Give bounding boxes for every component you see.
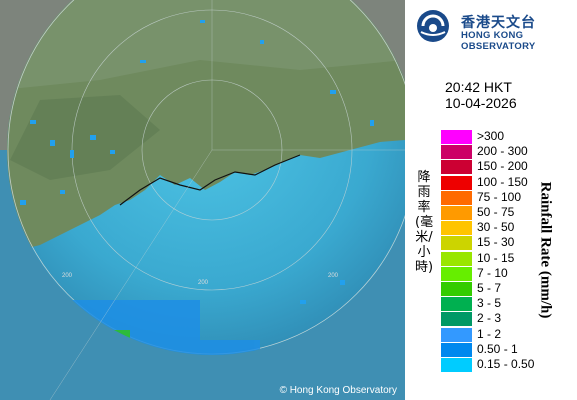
legend-swatch (441, 236, 472, 251)
range-ring-label: 200 (62, 273, 73, 279)
legend-item: 200 - 300 (441, 144, 577, 160)
legend-label: 0.50 - 1 (477, 341, 518, 356)
legend-item: 100 - 150 (441, 175, 577, 190)
legend-item: 10 - 15 (441, 251, 577, 266)
legend-item: 150 - 200 (441, 159, 577, 175)
legend-swatch (441, 297, 472, 312)
timestamp-date: 10-04-2026 (445, 95, 517, 111)
legend-label: 3 - 5 (477, 296, 502, 311)
observatory-logo: 香港天文台 HONG KONG OBSERVATORY (415, 6, 575, 52)
legend-swatch (441, 206, 472, 220)
legend-swatch (441, 342, 472, 357)
legend-swatch (441, 282, 472, 296)
legend-item: 2 - 3 (441, 311, 577, 327)
legend-label: 50 - 75 (477, 205, 515, 219)
legend-label: 5 - 7 (477, 281, 502, 295)
timestamp-time: 20:42 HKT (445, 79, 512, 95)
legend-swatch (441, 358, 472, 372)
legend-label: 7 - 10 (477, 265, 508, 280)
legend-swatch (441, 160, 472, 175)
legend-item: 5 - 7 (441, 281, 577, 296)
org-name-en: HONG KONG OBSERVATORY (461, 30, 536, 52)
legend-swatch (441, 266, 472, 281)
legend-swatch (441, 145, 472, 160)
copyright-notice: © Hong Kong Observatory (279, 385, 397, 396)
legend-label: 150 - 200 (477, 159, 528, 174)
org-name-zh: 香港天文台 (461, 15, 536, 31)
legend-swatch (441, 327, 472, 342)
legend-label: 30 - 50 (477, 220, 515, 235)
legend-label: 2 - 3 (477, 311, 502, 326)
legend-label: 0.15 - 0.50 (477, 357, 535, 371)
legend-item: 0.50 - 1 (441, 342, 577, 357)
legend-label: 75 - 100 (477, 189, 522, 204)
legend-swatch (441, 175, 472, 190)
legend-swatch (441, 251, 472, 266)
legend-swatch (441, 221, 472, 236)
radar-map-image (0, 0, 405, 400)
legend-label: 1 - 2 (477, 326, 502, 341)
legend-swatch (441, 130, 472, 144)
legend-label: 200 - 300 (477, 144, 528, 159)
legend-item: 7 - 10 (441, 266, 577, 281)
legend-panel: 香港天文台 HONG KONG OBSERVATORY 20:42 HKT 10… (405, 0, 577, 400)
radar-map: 200 200 200 © Hong Kong Observatory (0, 0, 405, 400)
legend-label: >300 (477, 129, 505, 143)
legend-label: 15 - 30 (477, 235, 515, 250)
legend-item: 0.15 - 0.50 (441, 357, 577, 372)
timestamp: 20:42 HKT 10-04-2026 (445, 79, 517, 111)
legend-item: >300 (441, 129, 577, 144)
legend-item: 30 - 50 (441, 220, 577, 236)
legend-label: 10 - 15 (477, 250, 515, 265)
observatory-emblem-icon (417, 10, 449, 42)
legend-swatch (441, 312, 472, 327)
legend-item: 1 - 2 (441, 327, 577, 342)
legend-item: 3 - 5 (441, 296, 577, 312)
legend-item: 50 - 75 (441, 205, 577, 220)
legend-title-zh: 降雨率(毫米/小時) (415, 170, 434, 275)
range-ring-label: 200 (328, 273, 339, 279)
range-ring-label: 200 (198, 280, 209, 286)
legend-item: 15 - 30 (441, 235, 577, 251)
legend-item: 75 - 100 (441, 190, 577, 205)
legend-swatch (441, 190, 472, 205)
legend-label: 100 - 150 (477, 174, 528, 189)
